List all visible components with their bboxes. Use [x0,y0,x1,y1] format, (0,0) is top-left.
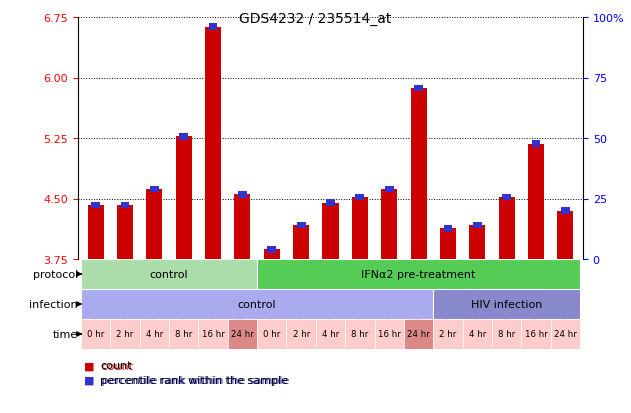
Bar [238,192,247,198]
Bar [463,319,492,349]
Bar [286,319,316,349]
Bar [234,195,251,259]
Bar [205,28,221,259]
Text: 4 hr: 4 hr [469,330,486,339]
Bar [81,289,433,319]
Bar [297,222,305,229]
Bar [414,85,423,92]
Text: infection: infection [30,299,78,309]
Text: GDS4232 / 235514_at: GDS4232 / 235514_at [239,12,392,26]
Bar [433,289,580,319]
Text: 24 hr: 24 hr [231,330,254,339]
Text: 0 hr: 0 hr [87,330,104,339]
Text: 8 hr: 8 hr [498,330,516,339]
Text: 16 hr: 16 hr [524,330,548,339]
Bar [175,137,192,259]
Bar [492,319,521,349]
Bar [502,194,511,201]
Bar [88,205,103,259]
Text: ■  count: ■ count [85,361,133,370]
Bar [355,194,364,201]
Bar [528,144,544,259]
Text: 2 hr: 2 hr [439,330,457,339]
Text: 4 hr: 4 hr [322,330,339,339]
Bar [257,319,286,349]
Bar [110,319,139,349]
Bar [179,134,188,140]
Bar [498,197,515,259]
Text: 24 hr: 24 hr [554,330,577,339]
Text: IFNα2 pre-treatment: IFNα2 pre-treatment [362,269,476,279]
Text: 0 hr: 0 hr [263,330,280,339]
Bar [150,186,159,192]
Bar [146,190,162,259]
Bar [411,89,427,259]
Bar [268,247,276,253]
Bar [117,205,133,259]
Text: percentile rank within the sample: percentile rank within the sample [100,375,288,385]
Text: 16 hr: 16 hr [378,330,401,339]
Bar [557,211,574,259]
Bar [81,319,110,349]
Bar [352,197,368,259]
Text: 2 hr: 2 hr [293,330,310,339]
Text: HIV infection: HIV infection [471,299,543,309]
Bar [375,319,404,349]
Text: ■  percentile rank within the sample: ■ percentile rank within the sample [85,375,290,385]
Text: 8 hr: 8 hr [175,330,192,339]
Bar [293,225,309,259]
Bar [440,229,456,259]
Bar [316,319,345,349]
Text: 16 hr: 16 hr [202,330,225,339]
Bar [381,190,398,259]
Bar [322,203,339,259]
Text: 24 hr: 24 hr [407,330,430,339]
Bar [385,186,394,192]
Bar [404,319,433,349]
Text: 8 hr: 8 hr [351,330,369,339]
Text: 4 hr: 4 hr [146,330,163,339]
Bar [228,319,257,349]
Bar [444,225,452,232]
Bar [91,202,100,209]
Bar [198,319,228,349]
Text: control: control [238,299,276,309]
Bar [121,202,129,209]
Bar [551,319,580,349]
Bar [561,208,570,214]
Bar [139,319,169,349]
Bar [81,259,257,289]
Bar [345,319,375,349]
Text: protocol: protocol [33,269,78,279]
Bar [264,250,280,259]
Bar [209,24,218,31]
Bar [326,200,335,206]
Bar [169,319,198,349]
Bar [473,222,481,229]
Bar [257,259,580,289]
Bar [78,259,583,413]
Text: time: time [53,329,78,339]
Bar [433,319,463,349]
Bar [521,319,551,349]
Text: 2 hr: 2 hr [116,330,134,339]
Text: count: count [100,361,132,370]
Text: control: control [150,269,188,279]
Bar [531,141,541,147]
Bar [469,225,485,259]
